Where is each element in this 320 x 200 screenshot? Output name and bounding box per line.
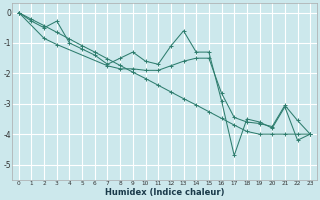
X-axis label: Humidex (Indice chaleur): Humidex (Indice chaleur) (105, 188, 224, 197)
